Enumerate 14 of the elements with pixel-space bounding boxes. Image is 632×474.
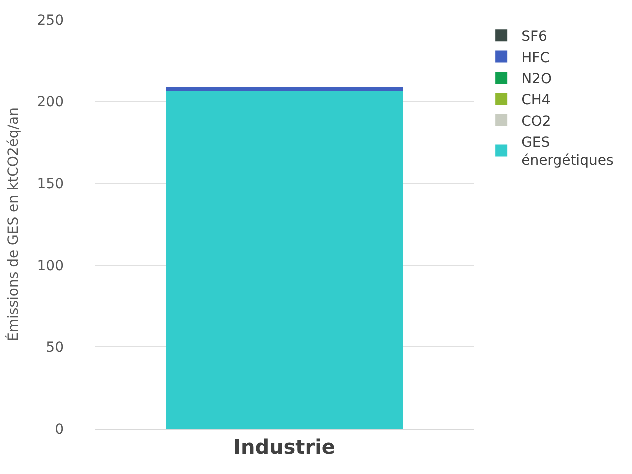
y-tick-label: 200 [37,94,64,111]
legend-label: SF6 [522,29,548,46]
y-tick-label: 250 [37,12,64,29]
y-tick-label: 50 [46,340,64,356]
legend-label: GES énergétiques [522,135,614,170]
legend-label: CH4 [522,92,551,109]
y-tick-label: 0 [55,422,64,438]
legend-label: CO2 [522,114,552,130]
y-tick-label: 100 [37,258,64,274]
legend-label: N2O [522,71,552,88]
y-tick-label: 150 [37,176,64,192]
legend-label: HFC [522,50,550,66]
x-tick-label: Industrie [234,435,336,459]
y-axis-title: Émissions de GES en ktCO2éq/an [4,108,22,342]
